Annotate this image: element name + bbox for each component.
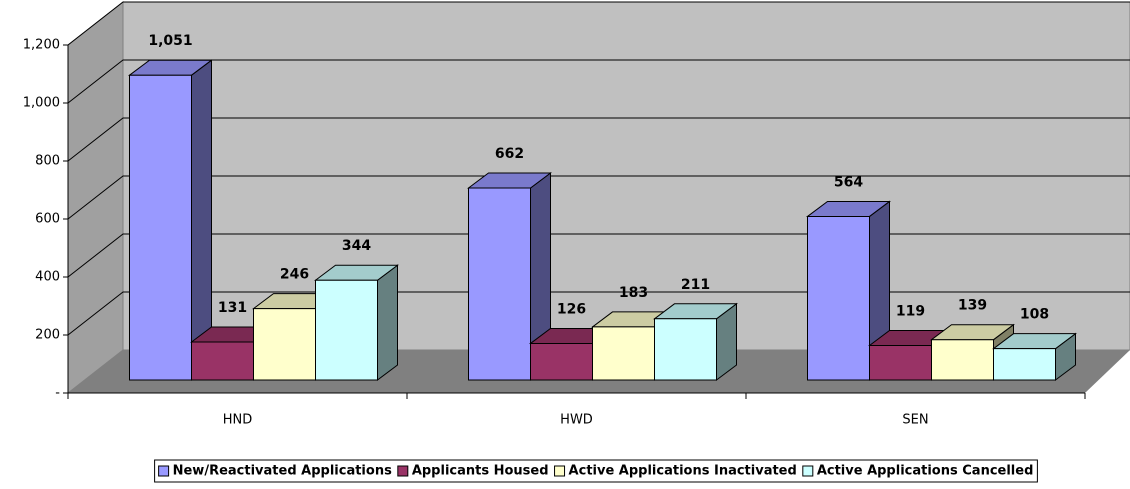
value-label: 108 bbox=[1020, 307, 1049, 323]
value-label: 1,051 bbox=[148, 33, 192, 49]
bar-front bbox=[530, 342, 593, 381]
value-label: 119 bbox=[896, 303, 925, 319]
bar-front bbox=[468, 187, 531, 381]
grid-line bbox=[67, 175, 1130, 220]
x-tick-label: SEN bbox=[902, 413, 928, 428]
legend-marker bbox=[554, 465, 566, 477]
legend-marker bbox=[802, 465, 814, 477]
legend-marker bbox=[158, 465, 170, 477]
x-tick-label: HND bbox=[223, 413, 253, 428]
value-label: 183 bbox=[619, 285, 648, 301]
grid-line bbox=[67, 59, 1130, 104]
legend-label: Active Applications Cancelled bbox=[817, 464, 1034, 479]
value-label: 131 bbox=[218, 300, 247, 316]
bar-front bbox=[191, 341, 254, 381]
y-tick-label: 1,000 bbox=[23, 96, 60, 111]
y-tick-label: - bbox=[55, 386, 60, 401]
bar bbox=[653, 302, 738, 381]
y-tick-label: 200 bbox=[35, 328, 60, 343]
bar bbox=[128, 59, 213, 381]
value-label: 139 bbox=[958, 298, 987, 314]
legend-label: Applicants Housed bbox=[412, 464, 549, 479]
value-label: 662 bbox=[495, 146, 524, 162]
bar-front bbox=[592, 326, 655, 381]
y-tick-label: 800 bbox=[35, 154, 60, 169]
value-label: 246 bbox=[280, 267, 309, 283]
legend bbox=[154, 459, 1038, 483]
bar bbox=[467, 172, 552, 381]
value-label: 211 bbox=[681, 277, 710, 293]
legend-marker bbox=[397, 465, 409, 477]
bar bbox=[806, 200, 891, 381]
bar bbox=[314, 264, 399, 381]
value-label: 126 bbox=[557, 301, 586, 317]
y-tick-label: 600 bbox=[35, 212, 60, 227]
bar-front bbox=[993, 348, 1056, 381]
bar-front bbox=[931, 339, 994, 381]
bar-front bbox=[807, 215, 870, 381]
grid-line bbox=[67, 1, 1130, 46]
x-tick-label: HWD bbox=[560, 413, 593, 428]
bar-front bbox=[315, 279, 378, 381]
grid-line bbox=[67, 291, 1130, 336]
value-label: 564 bbox=[834, 174, 863, 190]
grid-line bbox=[67, 117, 1130, 162]
legend-label: Active Applications Inactivated bbox=[569, 464, 797, 479]
bar-front bbox=[869, 344, 932, 381]
y-tick-label: 1,200 bbox=[23, 38, 60, 53]
bar bbox=[992, 332, 1077, 381]
y-tick-label: 400 bbox=[35, 270, 60, 285]
bar-side bbox=[377, 264, 398, 381]
bar-front bbox=[654, 318, 717, 381]
legend-label: New/Reactivated Applications bbox=[173, 464, 392, 479]
value-label: 344 bbox=[342, 238, 371, 254]
bar-front bbox=[129, 74, 192, 381]
bar-front bbox=[253, 308, 316, 381]
grid-line bbox=[67, 233, 1130, 278]
